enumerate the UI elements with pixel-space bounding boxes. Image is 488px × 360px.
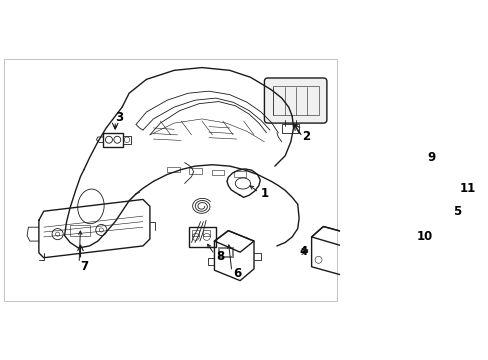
Text: 6: 6 [233,267,241,280]
Bar [70,225,89,236]
Bar [103,133,122,147]
Bar [375,145,380,156]
Bar [218,247,233,257]
Bar [122,136,131,144]
Text: 8: 8 [215,250,224,263]
Bar [211,170,224,175]
Text: 4: 4 [299,245,307,258]
Bar [189,168,202,174]
Text: 9: 9 [427,151,435,164]
Bar [233,171,246,176]
Bar [219,248,231,256]
Bar [189,227,215,247]
Bar [203,230,210,235]
Text: 1: 1 [260,188,268,201]
FancyBboxPatch shape [264,78,326,123]
Text: 2: 2 [302,130,310,144]
Bar [167,167,180,172]
Bar [380,142,411,173]
Text: 7: 7 [81,260,88,273]
Text: 10: 10 [416,230,432,243]
Bar [272,86,318,116]
Text: 5: 5 [452,205,461,218]
Bar [282,125,299,133]
Bar [192,230,199,235]
Text: 3: 3 [115,111,123,124]
Text: 11: 11 [459,182,475,195]
